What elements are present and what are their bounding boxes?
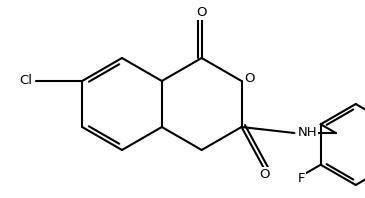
Text: O: O bbox=[259, 168, 270, 181]
Text: F: F bbox=[298, 172, 306, 185]
Text: O: O bbox=[196, 6, 207, 18]
Text: O: O bbox=[245, 71, 255, 85]
Text: Cl: Cl bbox=[19, 74, 32, 88]
Text: NH: NH bbox=[297, 126, 317, 138]
